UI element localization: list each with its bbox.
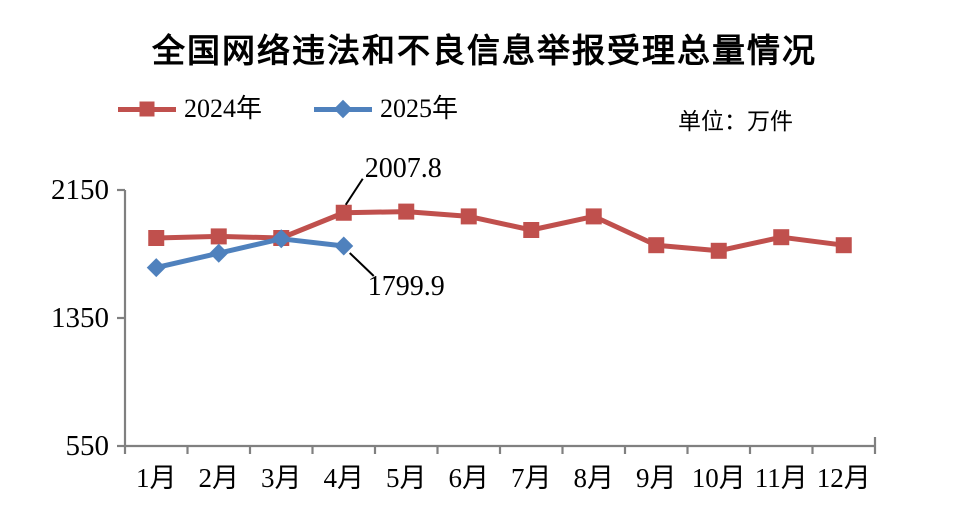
series-line xyxy=(156,209,845,254)
x-tick-label: 8月 xyxy=(574,463,615,493)
data-point-marker xyxy=(146,258,166,278)
data-point-marker xyxy=(773,229,790,246)
annotation-leader-line xyxy=(349,252,375,277)
x-tick-label: 1月 xyxy=(136,463,177,493)
y-axis-labels: 2150 1350 550 xyxy=(51,174,109,462)
annotation-leader-line xyxy=(344,178,364,206)
x-tick-label: 7月 xyxy=(511,463,552,493)
legend-swatch-2025 xyxy=(314,99,373,119)
unit-label: 单位：万件 xyxy=(678,108,793,134)
annotation-value-label: 1799.9 xyxy=(368,271,445,302)
x-tick-label: 6月 xyxy=(449,463,490,493)
legend: 2024年 2025年 xyxy=(118,96,458,122)
legend-swatch-2024 xyxy=(118,101,176,117)
data-point-marker xyxy=(271,229,291,249)
x-tick-label: 12月 xyxy=(817,463,871,493)
annotation-value-label: 2007.8 xyxy=(365,153,442,184)
series-line xyxy=(155,236,345,271)
data-point-marker xyxy=(148,230,165,246)
annotations: 2007.8 1799.9 xyxy=(344,153,445,302)
data-point-marker xyxy=(835,237,852,254)
data-point-marker xyxy=(523,222,540,238)
x-tick-label: 4月 xyxy=(324,463,365,493)
data-point-marker xyxy=(648,237,665,254)
x-tick-label: 2月 xyxy=(199,463,240,493)
data-point-marker xyxy=(710,242,727,259)
axes xyxy=(117,188,877,454)
data-point-marker xyxy=(460,208,477,225)
x-tick-label: 11月 xyxy=(755,463,808,493)
x-tick-label: 3月 xyxy=(261,463,302,493)
data-point-marker xyxy=(334,236,354,256)
legend-label-2024: 2024年 xyxy=(184,94,263,123)
series-2024年 xyxy=(148,203,852,259)
chart-title: 全国网络违法和不良信息举报受理总量情况 xyxy=(152,32,817,69)
x-axis-labels: 1月 2月 3月 4月 5月 6月 7月 8月 9月 10月 11月 12月 xyxy=(136,463,871,493)
legend-label-2025: 2025年 xyxy=(380,94,459,123)
square-marker-icon xyxy=(139,101,155,117)
data-point-marker xyxy=(398,203,415,220)
data-point-marker xyxy=(209,243,229,263)
y-tick-label: 550 xyxy=(66,430,110,462)
data-point-marker xyxy=(585,208,602,225)
legend-item-2025: 2025年 xyxy=(314,96,458,122)
x-tick-label: 10月 xyxy=(692,463,746,493)
data-point-marker xyxy=(210,228,227,245)
y-tick-label: 2150 xyxy=(51,174,109,206)
legend-item-2024: 2024年 xyxy=(118,96,262,122)
data-point-marker xyxy=(335,204,352,221)
y-tick-label: 1350 xyxy=(51,302,109,334)
x-tick-label: 5月 xyxy=(386,463,427,493)
series-2025年 xyxy=(146,229,354,278)
x-tick-label: 9月 xyxy=(636,463,677,493)
